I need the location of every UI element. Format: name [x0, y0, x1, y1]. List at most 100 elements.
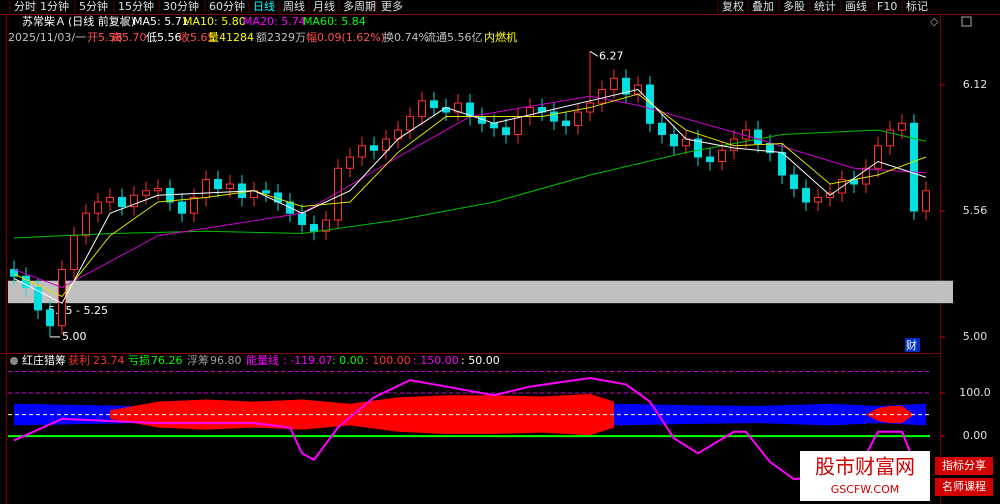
candle-body [886, 129, 894, 147]
indicator-field: 能量线 [246, 353, 279, 367]
stock-name: 苏常柴Ａ [22, 14, 66, 28]
candle-body [514, 116, 522, 136]
candle-body [814, 197, 822, 203]
indicator-field: : 100.00 [365, 354, 411, 367]
candle-body [322, 219, 330, 232]
event-tag[interactable]: 财 [906, 338, 917, 352]
toolbar-button[interactable]: 复权 [722, 0, 744, 13]
candle-body [310, 223, 318, 232]
candle-body [70, 235, 78, 270]
toolbar-tab[interactable]: 月线 [313, 0, 335, 13]
watermark: 股市财富网 GSCFW.COM 指标分享 名师课程 [800, 451, 993, 501]
candle-body [382, 138, 390, 151]
candle-body [226, 183, 234, 190]
candle-body [202, 179, 210, 199]
candle-body [262, 190, 270, 194]
toolbar-button[interactable]: F10 [877, 0, 897, 13]
y-tick-label: 5.00 [963, 330, 988, 343]
quote-field: 低5.56 [146, 31, 182, 44]
box-icon[interactable] [961, 16, 972, 27]
quote-field: 开5.58 [87, 31, 123, 44]
candle-body [130, 194, 138, 208]
y-tick-label: 5.56 [963, 204, 988, 217]
candle-body [622, 77, 630, 95]
y-tick-label: 6.12 [963, 78, 988, 91]
candle-body [454, 102, 462, 113]
toolbar-tab[interactable]: 1分钟 [40, 0, 69, 13]
indicator-field: 76.26 [151, 354, 183, 367]
toolbar-tab[interactable]: 更多 [381, 0, 403, 13]
toolbar-button[interactable]: 标记 [906, 0, 928, 13]
candle-body [706, 156, 714, 163]
quote-field: 幅0.09(1.62%) [306, 31, 385, 44]
candle-body [598, 89, 606, 104]
candle-body [142, 190, 150, 196]
price-zone [8, 280, 953, 304]
toolbar-tab[interactable]: 多周期 [343, 0, 376, 13]
y-tick-label: 0.00 [963, 429, 988, 442]
candle-body [550, 111, 558, 122]
quote-field: 额2329万 [256, 31, 306, 44]
toolbar-tab[interactable]: 日线 [253, 0, 275, 13]
ma-line [13, 129, 927, 239]
candle-body [778, 152, 786, 176]
candle-body [178, 201, 186, 214]
settings-dot[interactable] [121, 18, 129, 26]
toolbar-tab[interactable]: 15分钟 [118, 0, 154, 13]
candle-body [694, 138, 702, 158]
candle-body [646, 84, 654, 124]
high-arrow [589, 50, 599, 57]
candle-body [862, 167, 870, 185]
candle-body [118, 197, 126, 208]
candle-body [358, 145, 366, 158]
candle-body [430, 100, 438, 109]
candle-body [670, 134, 678, 147]
ma-label: MA60: 5.84 [303, 15, 366, 28]
candle-body [922, 190, 930, 212]
toolbar-tab[interactable]: 周线 [283, 0, 305, 13]
quote-field: 内燃机 [484, 30, 517, 44]
ma-label: MA10: 5.80 [183, 15, 246, 28]
toolbar-tab[interactable]: 分时 [14, 0, 36, 13]
candle-body [874, 145, 882, 169]
toolbar-tab[interactable]: 60分钟 [209, 0, 245, 13]
toolbar-button[interactable]: 多股 [783, 0, 805, 13]
quote-field: 换0.74% [383, 30, 429, 44]
tag-box [935, 457, 993, 475]
candle-body [682, 138, 690, 147]
toolbar-button[interactable]: 叠加 [752, 0, 774, 13]
toolbar-tab[interactable]: 5分钟 [79, 0, 108, 13]
quote-field: 量41284 [208, 31, 254, 44]
candle-body [370, 145, 378, 151]
candle-body [190, 197, 198, 214]
quote-field: 2025/11/03/一 [8, 31, 86, 44]
candle-body [22, 275, 30, 288]
event-tag-box [905, 338, 920, 352]
candle-body [154, 188, 162, 192]
candle-body [298, 212, 306, 225]
watermark-site: 股市财富网 [815, 455, 915, 479]
ma-label: MA5: 5.71 [133, 15, 189, 28]
candle-body [574, 111, 582, 127]
toolbar-button[interactable]: 统计 [814, 0, 836, 13]
indicator-dot[interactable] [10, 357, 18, 365]
indicator-field: 获利 [68, 354, 90, 367]
candle-body [802, 188, 810, 203]
candle-body [94, 201, 102, 214]
indicator-field: : 50.00 [461, 354, 500, 367]
indicator-field: 浮筹 [187, 353, 209, 367]
indicator-field: 96.80 [210, 354, 242, 367]
toolbar-button[interactable]: 画线 [845, 0, 867, 13]
tag[interactable]: 名师课程 [942, 479, 986, 493]
candle-body [214, 179, 222, 190]
diamond-icon[interactable]: ◇ [930, 15, 939, 28]
candle-body [898, 122, 906, 131]
tag[interactable]: 指标分享 [942, 458, 986, 472]
ma-line [13, 89, 927, 304]
candle-body [406, 116, 414, 131]
toolbar-tab[interactable]: 30分钟 [163, 0, 199, 13]
candle-body [610, 77, 618, 91]
watermark-box [800, 451, 930, 501]
quote-field: 收5.65 [179, 30, 215, 44]
y-tick-label: 100.0 [959, 386, 991, 399]
